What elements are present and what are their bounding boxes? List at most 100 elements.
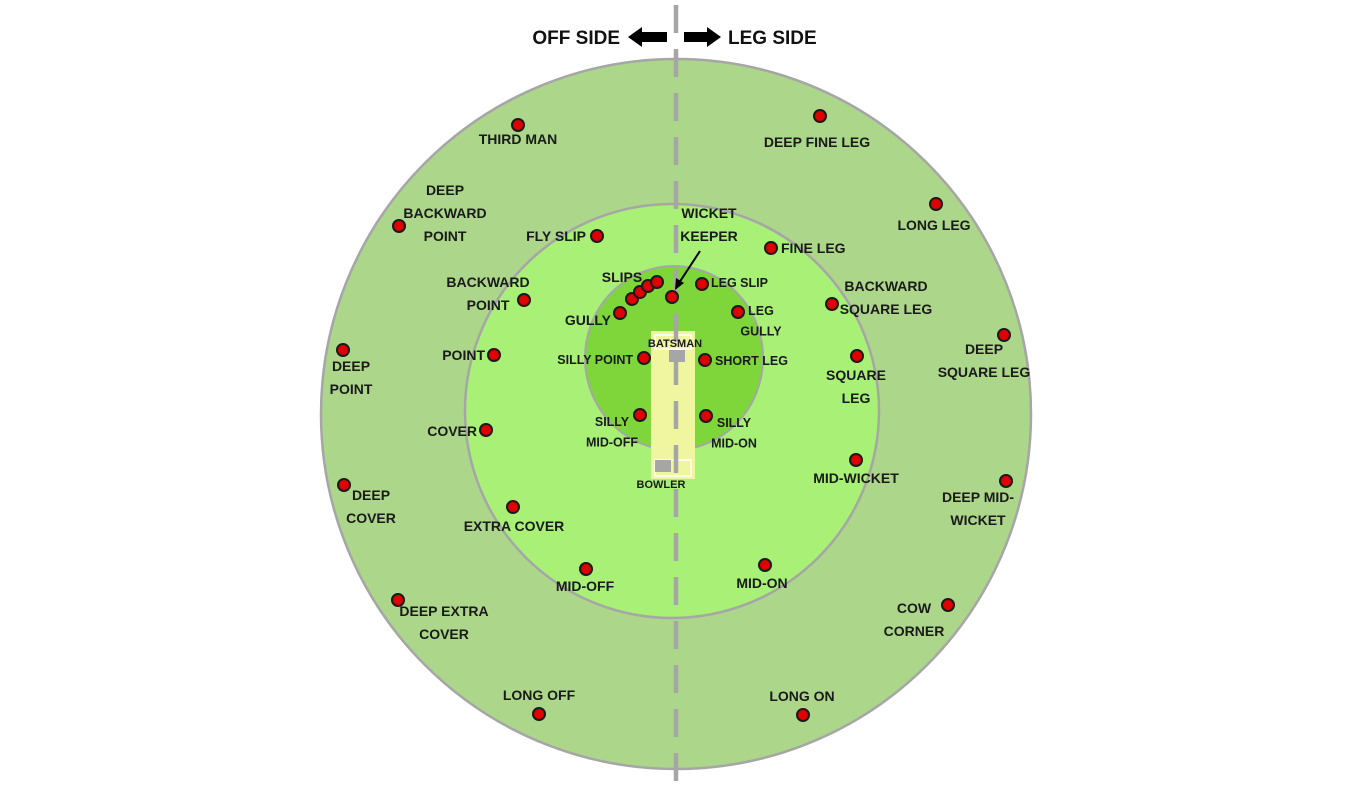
fielders-layer (336, 109, 1013, 722)
fielder-marker-point (487, 348, 501, 362)
label-silly-mid-on-line: MID-ON (711, 437, 757, 451)
label-deep-extra-cover-line: DEEP EXTRA (399, 603, 488, 619)
fielder-marker-gully (613, 306, 627, 320)
bowler-label: BOWLER (637, 479, 686, 491)
label-backward-square-leg-line: SQUARE LEG (840, 301, 933, 317)
label-deep-square-leg: DEEP SQUARE LEG (938, 341, 1031, 380)
label-silly-mid-off-line: SILLY (595, 415, 630, 429)
batsman-stumps (669, 350, 685, 362)
label-extra-cover: EXTRA COVER (464, 518, 565, 534)
label-wicket-keeper-line: WICKET (681, 205, 737, 221)
label-deep-square-leg-line: DEEP (965, 341, 1003, 357)
label-cow-corner-line: CORNER (884, 623, 945, 639)
fielder-marker-deep-point (336, 343, 350, 357)
label-backward-point: BACKWARD POINT (446, 274, 529, 313)
label-deep-cover: DEEP COVER (346, 487, 396, 526)
label-deep-square-leg-line: SQUARE LEG (938, 364, 1031, 380)
label-long-off-line: LONG OFF (503, 687, 576, 703)
label-slips: SLIPS (602, 269, 642, 285)
label-silly-mid-off: SILLY MID-OFF (586, 415, 638, 450)
label-square-leg-line: LEG (842, 390, 871, 406)
label-third-man: THIRD MAN (479, 131, 558, 147)
fielder-marker-third-man (511, 118, 525, 132)
arrow-left-icon (628, 27, 667, 47)
label-deep-mid-wicket-line: WICKET (950, 512, 1006, 528)
label-square-leg-line: SQUARE (826, 367, 886, 383)
label-third-man-line: THIRD MAN (479, 131, 558, 147)
label-mid-wicket: MID-WICKET (813, 470, 899, 486)
label-wicket-keeper-line: KEEPER (680, 228, 738, 244)
label-cow-corner-line: COW (897, 600, 932, 616)
label-long-off: LONG OFF (503, 687, 576, 703)
label-deep-extra-cover: DEEP EXTRA COVER (399, 603, 488, 642)
label-fly-slip: FLY SLIP (526, 228, 586, 244)
label-long-leg-line: LONG LEG (897, 217, 970, 233)
off-side-label: OFF SIDE (532, 28, 620, 49)
fielder-marker-leg-slip (695, 277, 709, 291)
label-silly-mid-on-line: SILLY (717, 416, 752, 430)
fielder-marker-mid-wicket (849, 453, 863, 467)
fielder-marker-deep-extra-cover (391, 593, 405, 607)
label-leg-gully-line: GULLY (740, 325, 782, 339)
label-fine-leg-line: FINE LEG (781, 240, 846, 256)
label-deep-fine-leg-line: DEEP FINE LEG (764, 134, 870, 150)
fielder-marker-backward-point (517, 293, 531, 307)
label-silly-mid-on: SILLY MID-ON (711, 416, 757, 451)
label-silly-mid-off-line: MID-OFF (586, 436, 638, 450)
label-deep-backward-point-line: DEEP (426, 182, 464, 198)
label-point-line: POINT (442, 347, 485, 363)
label-long-leg: LONG LEG (897, 217, 970, 233)
label-deep-fine-leg: DEEP FINE LEG (764, 134, 870, 150)
fielder-marker-square-leg (850, 349, 864, 363)
fielder-marker-leg-gully (731, 305, 745, 319)
label-cow-corner: COW CORNER (884, 600, 945, 639)
label-silly-point-line: SILLY POINT (557, 353, 633, 367)
label-long-on-line: LONG ON (769, 688, 834, 704)
label-backward-point-line: POINT (467, 297, 510, 313)
fielder-marker-silly-mid-on (699, 409, 713, 423)
label-point: POINT (442, 347, 485, 363)
labels-layer: THIRD MAN DEEP BACKWARD POINT FLY SLIP WICKET… (330, 131, 1031, 704)
label-long-on: LONG ON (769, 688, 834, 704)
label-leg-gully-line: LEG (748, 304, 774, 318)
label-deep-cover-line: DEEP (352, 487, 390, 503)
fielder-marker-deep-mid-wicket (999, 474, 1013, 488)
label-slips-line: SLIPS (602, 269, 642, 285)
label-deep-backward-point-line: BACKWARD (403, 205, 486, 221)
fielder-marker-fly-slip (590, 229, 604, 243)
fielder-marker-cover (479, 423, 493, 437)
label-leg-gully: LEG GULLY (740, 304, 782, 339)
fielder-marker-fine-leg (764, 241, 778, 255)
arrow-right-icon (684, 27, 721, 47)
label-deep-extra-cover-line: COVER (419, 626, 469, 642)
fielder-marker-silly-mid-off (633, 408, 647, 422)
label-gully-line: GULLY (565, 312, 612, 328)
label-mid-off-line: MID-OFF (556, 578, 615, 594)
label-deep-cover-line: COVER (346, 510, 396, 526)
fielder-marker-mid-on (758, 558, 772, 572)
label-backward-point-line: BACKWARD (446, 274, 529, 290)
fielder-marker-backward-square-leg (825, 297, 839, 311)
label-extra-cover-line: EXTRA COVER (464, 518, 565, 534)
label-deep-point-line: DEEP (332, 358, 370, 374)
label-wicket-keeper: WICKET KEEPER (680, 205, 738, 244)
fielder-marker-short-leg (698, 353, 712, 367)
label-short-leg: SHORT LEG (715, 354, 788, 368)
batting-crease (654, 334, 692, 350)
fielder-marker-deep-square-leg (997, 328, 1011, 342)
label-backward-square-leg-line: BACKWARD (844, 278, 927, 294)
label-leg-slip-line: LEG SLIP (711, 276, 768, 290)
fielder-marker-extra-cover (506, 500, 520, 514)
label-deep-backward-point: DEEP BACKWARD POINT (403, 182, 486, 244)
fielder-marker-wicket-keeper (665, 290, 679, 304)
label-cover: COVER (427, 423, 477, 439)
label-deep-point-line: POINT (330, 381, 373, 397)
keeper-pointer-arrow (678, 250, 701, 284)
label-deep-mid-wicket-line: DEEP MID- (942, 489, 1014, 505)
bowler-stumps (655, 460, 671, 472)
label-mid-wicket-line: MID-WICKET (813, 470, 899, 486)
label-square-leg: SQUARE LEG (826, 367, 886, 406)
batsman-label: BATSMAN (648, 338, 702, 350)
label-deep-point: DEEP POINT (330, 358, 373, 397)
